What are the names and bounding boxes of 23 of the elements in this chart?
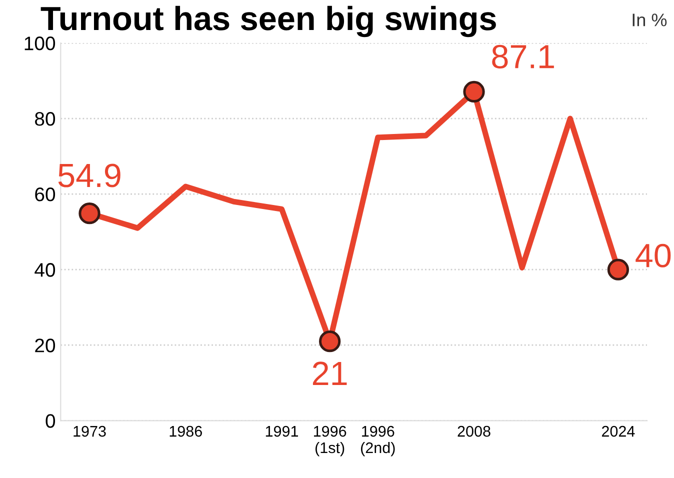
x-tick-label: 1996 (2nd)	[361, 426, 395, 456]
x-tick-label: 1996 (1st)	[314, 426, 346, 456]
data-label: 54.9	[58, 164, 120, 188]
x-tick-label: 2008	[458, 426, 490, 437]
x-tick-label: 2024	[602, 426, 635, 437]
text: In %	[632, 14, 667, 26]
x-tick-label: 1986	[170, 426, 202, 437]
data-label: 21	[312, 362, 347, 385]
y-tick-label: 60	[35, 188, 56, 202]
y-tick-label: 20	[35, 338, 56, 352]
data-label: 87.1	[492, 44, 554, 68]
point	[78, 202, 100, 224]
x-tick-label: 1991	[266, 426, 298, 437]
data-label: 40	[636, 244, 671, 268]
y-tick-label: 100	[24, 36, 56, 50]
point	[463, 80, 485, 103]
point	[318, 330, 341, 352]
y-tick-label: 0	[46, 414, 56, 428]
y-tick-label: 40	[34, 263, 56, 277]
y-tick-label: 80	[35, 112, 56, 126]
point	[607, 258, 630, 280]
chart-title: Turnout has seen big swings	[40, 6, 496, 38]
x-tick-label: 1973	[74, 426, 106, 437]
